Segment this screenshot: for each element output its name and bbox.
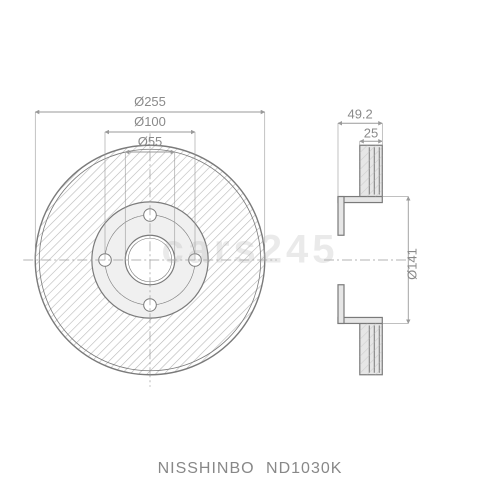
- brand-label: NISSHINBO ND1030K: [0, 460, 500, 478]
- diagram-svg: Ø255 Ø100 Ø55 49.2 25 Ø141: [0, 20, 500, 480]
- svg-text:25: 25: [364, 125, 378, 140]
- svg-text:Ø100: Ø100: [134, 114, 166, 129]
- svg-text:49.2: 49.2: [347, 106, 372, 121]
- part-number: ND1030K: [266, 460, 342, 477]
- svg-text:Ø255: Ø255: [134, 94, 166, 109]
- brand-name: NISSHINBO: [158, 460, 255, 477]
- svg-text:Ø141: Ø141: [404, 248, 419, 280]
- technical-diagram: Ø255Ø100Ø5549.225Ø141 cars245: [0, 0, 500, 500]
- svg-text:Ø55: Ø55: [138, 134, 163, 149]
